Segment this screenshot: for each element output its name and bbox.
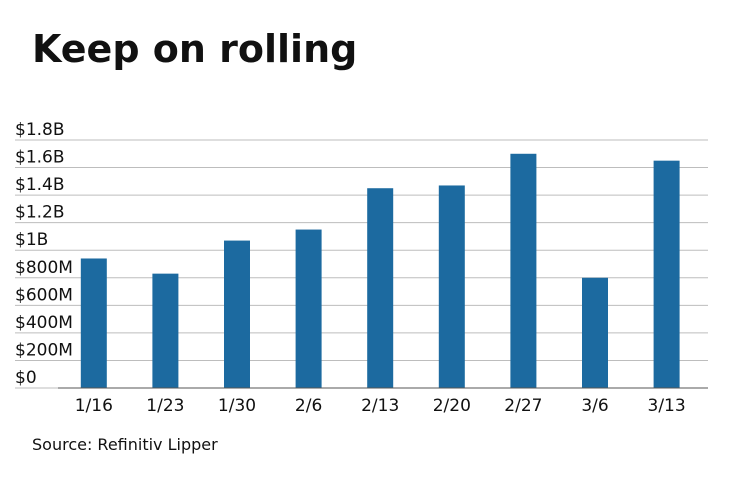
x-tick-label: 3/13 <box>648 396 686 416</box>
x-tick-label: 1/16 <box>75 396 113 416</box>
bar <box>152 273 179 388</box>
y-tick-label: $1.8B <box>15 120 65 140</box>
y-tick-label: $1B <box>15 230 48 250</box>
chart-title: Keep on rolling <box>32 27 357 71</box>
source-note: Source: Refinitiv Lipper <box>32 435 218 454</box>
y-tick-label: $0 <box>15 368 37 388</box>
y-tick-label: $800M <box>15 258 73 278</box>
x-tick-label: 2/20 <box>433 396 471 416</box>
y-tick-label: $400M <box>15 313 73 333</box>
bar <box>367 188 394 388</box>
bar <box>582 277 608 388</box>
x-tick-label: 2/6 <box>295 396 322 416</box>
y-tick-label: $1.2B <box>15 203 65 223</box>
bar <box>438 185 465 388</box>
bar <box>80 258 107 388</box>
y-tick-label: $600M <box>15 285 73 305</box>
bar <box>510 153 537 388</box>
x-tick-label: 3/6 <box>581 396 608 416</box>
x-tick-label: 1/23 <box>146 396 184 416</box>
x-tick-label: 1/30 <box>218 396 256 416</box>
y-tick-label: $1.4B <box>15 175 65 195</box>
x-tick-label: 2/27 <box>504 396 542 416</box>
bar <box>653 160 680 388</box>
y-tick-label: $1.6B <box>15 148 65 168</box>
x-tick-label: 2/13 <box>361 396 399 416</box>
y-tick-label: $200M <box>15 340 73 360</box>
bar <box>295 229 322 388</box>
bar <box>224 240 250 388</box>
